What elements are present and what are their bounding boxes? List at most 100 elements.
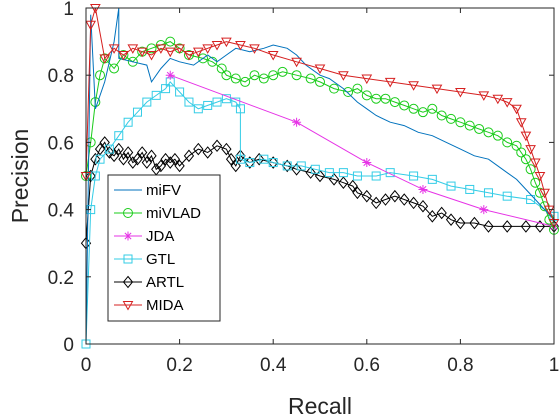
data-point xyxy=(127,156,138,169)
data-point xyxy=(161,84,171,94)
legend-marker xyxy=(122,275,134,289)
data-point xyxy=(530,177,541,188)
data-point xyxy=(352,83,363,94)
data-point xyxy=(399,100,410,111)
data-point xyxy=(142,97,152,107)
data-point xyxy=(164,47,176,58)
series-line xyxy=(85,41,555,231)
data-point xyxy=(515,118,527,128)
data-point xyxy=(465,184,475,194)
legend-item: MIDA xyxy=(114,297,184,314)
data-point xyxy=(146,149,157,163)
data-point xyxy=(122,146,134,159)
y-tick-label: 1 xyxy=(63,0,74,20)
data-point xyxy=(104,144,114,154)
data-point xyxy=(137,146,148,159)
data-point xyxy=(479,205,489,215)
data-point xyxy=(155,44,167,54)
data-point xyxy=(221,142,232,156)
data-point xyxy=(225,152,237,166)
data-point xyxy=(384,77,396,88)
data-point xyxy=(371,171,381,181)
data-point xyxy=(408,196,419,210)
data-point xyxy=(525,164,536,175)
data-point xyxy=(389,189,401,203)
legend-marker xyxy=(123,254,133,264)
data-point xyxy=(431,84,443,95)
data-point xyxy=(446,181,456,191)
data-point xyxy=(151,90,161,100)
data-point xyxy=(305,73,316,84)
series-mida xyxy=(80,4,560,229)
data-point xyxy=(94,142,106,156)
data-point xyxy=(464,120,475,131)
data-point xyxy=(202,44,214,54)
series-line xyxy=(85,81,555,345)
data-point xyxy=(427,103,438,114)
data-point xyxy=(90,171,100,181)
data-point xyxy=(502,191,512,201)
series-artl xyxy=(80,136,560,250)
data-point xyxy=(268,156,279,169)
data-point xyxy=(165,36,176,47)
data-point xyxy=(516,147,527,158)
y-axis-ticks: 0 0.2 0.4 0.6 0.8 1 xyxy=(48,0,554,356)
legend-label: GTL xyxy=(146,251,175,268)
data-point xyxy=(104,146,115,159)
data-point xyxy=(539,188,550,199)
data-point xyxy=(240,76,251,87)
data-point xyxy=(267,51,279,61)
series-line xyxy=(85,7,555,345)
data-point xyxy=(291,162,302,176)
data-point xyxy=(230,73,241,84)
data-point xyxy=(338,168,348,178)
data-point xyxy=(282,159,293,173)
legend-item: miFV xyxy=(114,182,181,199)
data-point xyxy=(193,104,203,114)
legend-item: ARTL xyxy=(114,274,184,291)
data-point xyxy=(113,142,124,156)
data-point xyxy=(526,195,536,205)
data-point xyxy=(399,193,410,206)
data-point xyxy=(417,199,429,213)
data-point xyxy=(183,51,195,61)
data-point xyxy=(146,51,157,61)
data-point xyxy=(329,83,340,94)
series-line xyxy=(85,7,555,224)
legend-item: GTL xyxy=(114,251,175,268)
series-line xyxy=(170,74,555,227)
x-axis-title: Recall xyxy=(288,393,352,419)
data-point xyxy=(118,51,129,61)
data-point xyxy=(127,56,138,67)
y-tick-label: 0 xyxy=(63,335,74,356)
data-point xyxy=(90,152,101,166)
data-point xyxy=(409,171,419,181)
data-point xyxy=(310,164,320,174)
legend-label: JDA xyxy=(146,228,174,245)
data-point xyxy=(492,130,503,141)
legend-box xyxy=(107,174,221,322)
data-point xyxy=(99,54,111,64)
data-point xyxy=(85,20,97,31)
data-point xyxy=(249,70,260,81)
data-point xyxy=(291,70,302,81)
data-point xyxy=(502,137,513,148)
y-tick-label: 0.6 xyxy=(48,133,74,154)
data-point xyxy=(254,152,265,166)
data-point xyxy=(202,146,213,159)
data-point xyxy=(259,154,269,164)
data-point xyxy=(211,40,223,51)
data-point xyxy=(361,90,372,101)
data-point xyxy=(338,176,349,190)
data-point xyxy=(520,220,532,233)
data-point xyxy=(483,188,493,198)
data-point xyxy=(361,74,373,85)
data-point xyxy=(203,100,213,110)
data-point xyxy=(212,97,222,107)
data-point xyxy=(118,152,129,166)
data-point xyxy=(352,186,363,200)
legend-label: MIDA xyxy=(146,297,184,314)
data-point xyxy=(221,94,231,104)
data-point xyxy=(483,127,494,138)
